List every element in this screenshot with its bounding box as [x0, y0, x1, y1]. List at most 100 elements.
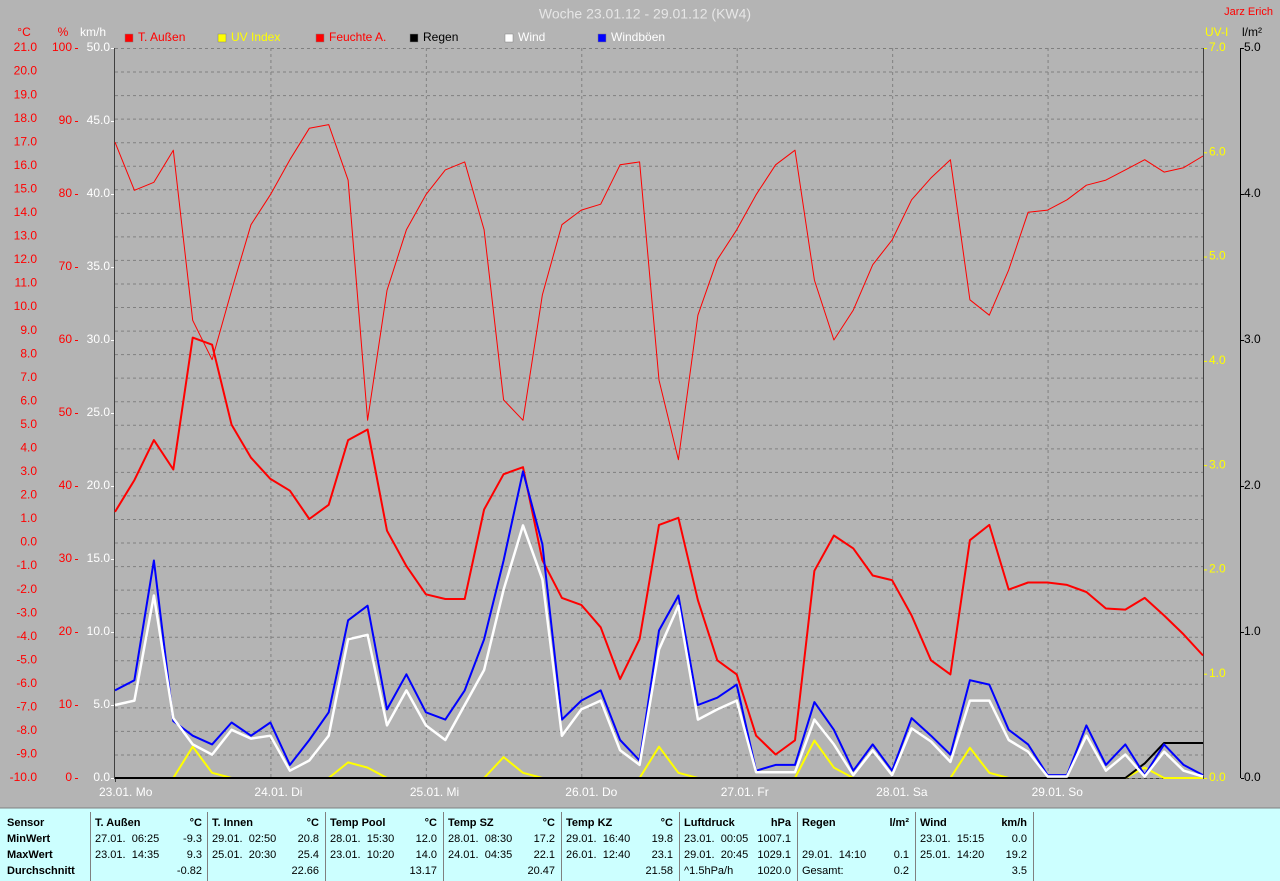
y-tick-label: 10	[59, 697, 73, 711]
y-tick-label: 7.0	[20, 370, 37, 384]
table-cell: 26.01. 12:40	[566, 849, 630, 861]
y-tick-label: 15.0	[87, 551, 111, 565]
y-tick-label: 25.0	[87, 405, 111, 419]
y-tick-label: 5.0	[93, 697, 110, 711]
y-tick-label: 5.0	[1244, 40, 1261, 54]
y-tick-label: 2.0	[1209, 562, 1226, 576]
x-tick-label: 23.01. Mo	[99, 785, 153, 799]
y-tick-label: 11.0	[15, 276, 38, 290]
y-tick-label: 90	[59, 113, 73, 127]
y-tick-label: 30	[59, 551, 73, 565]
table-cell: 22.1	[534, 849, 555, 861]
y-tick-label: 7.0	[1209, 40, 1226, 54]
legend-swatch	[409, 33, 419, 43]
table-header: °C	[543, 817, 555, 829]
table-cell: 23.01. 14:35	[95, 849, 159, 861]
y-tick-label: 50.0	[87, 40, 111, 54]
table-cell: 9.3	[187, 849, 202, 861]
y-tick-label: 12.0	[14, 252, 38, 266]
y-tick-label: 5.0	[1209, 249, 1226, 263]
table-cell: 28.01. 08:30	[448, 833, 512, 845]
y-tick-label: 20	[59, 624, 73, 638]
y-tick-label: 10.0	[14, 299, 38, 313]
y-tick-label: 21.0	[14, 40, 38, 54]
x-tick-label: 24.01. Di	[254, 785, 302, 799]
x-tick-label: 25.01. Mi	[410, 785, 459, 799]
table-header: Luftdruck	[684, 817, 736, 829]
table-cell: 13.17	[409, 865, 437, 877]
author: Jarz Erich	[1224, 6, 1273, 18]
y-tick-label: -4.0	[16, 629, 37, 643]
y-tick-label: 3.0	[20, 464, 37, 478]
table-cell: 0.1	[894, 849, 909, 861]
data-line	[114, 124, 1204, 461]
table-cell: 1020.0	[757, 865, 791, 877]
y-tick-label: 13.0	[14, 229, 38, 243]
table-cell: 25.01. 14:20	[920, 849, 984, 861]
table-header: T. Außen	[95, 817, 141, 829]
data-line	[114, 336, 1204, 756]
legend-swatch	[315, 33, 325, 43]
table-cell: 21.58	[645, 865, 673, 877]
y-tick-label: 3.0	[1244, 332, 1261, 346]
table-cell: 0.2	[894, 865, 909, 877]
table-cell: 1029.1	[757, 849, 791, 861]
y-tick-label: 1.0	[20, 511, 37, 525]
y-tick-label: 10.0	[87, 624, 111, 638]
y-tick-label: 19.0	[14, 87, 38, 101]
legend-label: Regen	[423, 30, 458, 44]
x-tick-label: 29.01. So	[1032, 785, 1084, 799]
y-tick-label: 15.0	[14, 181, 38, 195]
y-tick-label: 16.0	[14, 158, 38, 172]
y-tick-label: 30.0	[87, 332, 111, 346]
y-tick-label: 18.0	[14, 111, 38, 125]
axis-label: km/h	[80, 25, 106, 39]
y-tick-label: 6.0	[20, 393, 37, 407]
y-tick-label: 17.0	[14, 134, 38, 148]
table-cell: 20.47	[527, 865, 555, 877]
table-cell: 17.2	[534, 833, 555, 845]
y-tick-label: 4.0	[1209, 353, 1226, 367]
table-cell: 23.01. 00:05	[684, 833, 748, 845]
x-tick-label: 28.01. Sa	[876, 785, 928, 799]
y-tick-label: 40.0	[87, 186, 111, 200]
table-header: Wind	[920, 817, 947, 829]
y-tick-label: 20.0	[14, 64, 38, 78]
axis-label: °C	[17, 25, 31, 39]
y-tick-label: 2.0	[20, 488, 37, 502]
y-tick-label: -6.0	[16, 676, 37, 690]
y-tick-label: 20.0	[87, 478, 111, 492]
stats-background	[0, 808, 1280, 881]
axis-label: l/m²	[1242, 25, 1262, 39]
y-tick-label: 80	[59, 186, 73, 200]
table-cell: 19.2	[1006, 849, 1027, 861]
chart-title: Woche 23.01.12 - 29.01.12 (KW4)	[539, 6, 751, 22]
table-header: °C	[190, 817, 202, 829]
table-cell: -0.82	[177, 865, 202, 877]
table-cell: 22.66	[291, 865, 319, 877]
y-tick-label: 1.0	[1244, 624, 1261, 638]
legend-label: UV Index	[231, 30, 280, 44]
table-cell: 23.1	[652, 849, 673, 861]
table-cell: 12.0	[416, 833, 437, 845]
y-tick-label: 100	[52, 40, 72, 54]
legend-label: Windböen	[611, 30, 665, 44]
y-tick-label: 2.0	[1244, 478, 1261, 492]
y-tick-label: 50	[59, 405, 73, 419]
table-cell: 19.8	[652, 833, 673, 845]
table-cell: 20.8	[298, 833, 319, 845]
y-tick-label: -1.0	[16, 558, 37, 572]
table-header: Regen	[802, 817, 836, 829]
table-header: l/m²	[889, 817, 909, 829]
table-cell: ^1.5hPa/h	[684, 865, 733, 877]
legend-swatch	[217, 33, 227, 43]
table-header: Temp SZ	[448, 817, 494, 829]
table-cell: 23.01. 10:20	[330, 849, 394, 861]
table-header: Temp Pool	[330, 817, 385, 829]
table-cell: 29.01. 14:10	[802, 849, 866, 861]
y-tick-label: 40	[59, 478, 73, 492]
table-cell: 25.01. 20:30	[212, 849, 276, 861]
data-line	[114, 470, 1204, 777]
data-line	[115, 742, 1203, 779]
